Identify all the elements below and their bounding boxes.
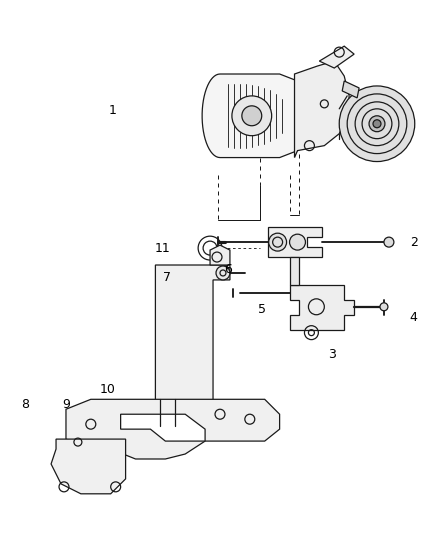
Circle shape — [216, 266, 230, 280]
Circle shape — [369, 116, 385, 132]
Circle shape — [373, 120, 381, 128]
Polygon shape — [342, 81, 359, 98]
Polygon shape — [210, 245, 230, 265]
Polygon shape — [155, 265, 230, 419]
Circle shape — [380, 303, 388, 311]
Text: 7: 7 — [163, 271, 171, 285]
Polygon shape — [120, 414, 205, 441]
Text: 9: 9 — [62, 398, 70, 411]
Text: 3: 3 — [328, 348, 336, 361]
Text: 11: 11 — [155, 241, 170, 255]
Polygon shape — [290, 257, 300, 285]
Text: 5: 5 — [258, 303, 266, 316]
Text: 2: 2 — [410, 236, 418, 248]
Text: 1: 1 — [109, 104, 117, 117]
Circle shape — [232, 96, 272, 136]
FancyBboxPatch shape — [174, 309, 198, 366]
Circle shape — [144, 436, 155, 448]
Circle shape — [242, 106, 262, 126]
Circle shape — [120, 436, 131, 448]
Text: 6: 6 — [224, 263, 232, 277]
Text: 4: 4 — [410, 311, 418, 324]
Circle shape — [384, 237, 394, 247]
Circle shape — [131, 436, 144, 448]
Circle shape — [290, 234, 305, 250]
Text: 8: 8 — [21, 398, 29, 411]
Polygon shape — [268, 227, 322, 257]
Text: 10: 10 — [100, 383, 116, 396]
Polygon shape — [202, 74, 297, 158]
Polygon shape — [290, 285, 354, 330]
Polygon shape — [294, 61, 349, 158]
Polygon shape — [319, 46, 354, 68]
Circle shape — [339, 86, 415, 161]
Polygon shape — [120, 404, 213, 426]
Polygon shape — [51, 439, 126, 494]
Polygon shape — [66, 399, 279, 459]
Circle shape — [268, 233, 286, 251]
